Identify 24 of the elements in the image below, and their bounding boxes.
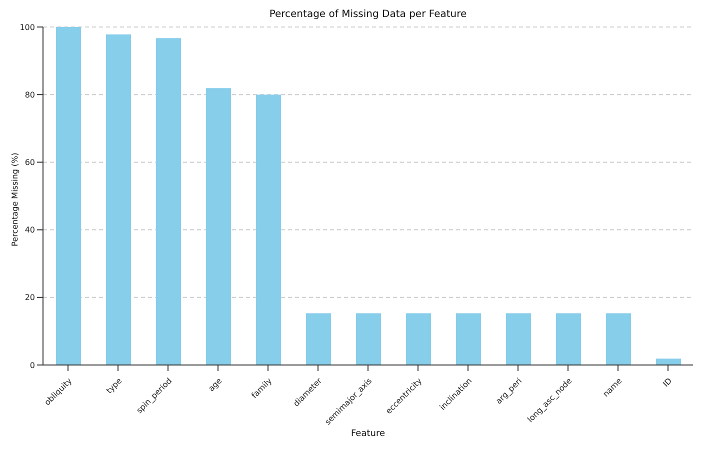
chart-title: Percentage of Missing Data per Feature [268,9,468,20]
x-tick-label: age [206,376,224,394]
bar [556,313,581,365]
bar [56,27,81,365]
bar [506,313,531,365]
y-tick-label: 20 [24,293,35,302]
bar [656,358,681,365]
y-tick-label: 100 [20,22,35,32]
y-axis-title: Percentage Missing (%) [10,152,20,246]
bar [156,38,181,365]
bar [456,313,481,365]
y-tick-label: 0 [30,360,35,370]
bar [606,313,631,365]
bar [206,88,231,365]
bar [106,34,131,365]
y-tick-label: 80 [24,90,35,100]
x-axis-title: Feature [350,429,386,439]
bar [406,313,431,365]
bar [306,313,331,365]
bar [256,94,281,365]
y-tick-label: 40 [24,226,35,235]
y-tick-label: 60 [24,158,35,168]
x-tick-label: ID [661,376,674,389]
bar [356,313,381,365]
